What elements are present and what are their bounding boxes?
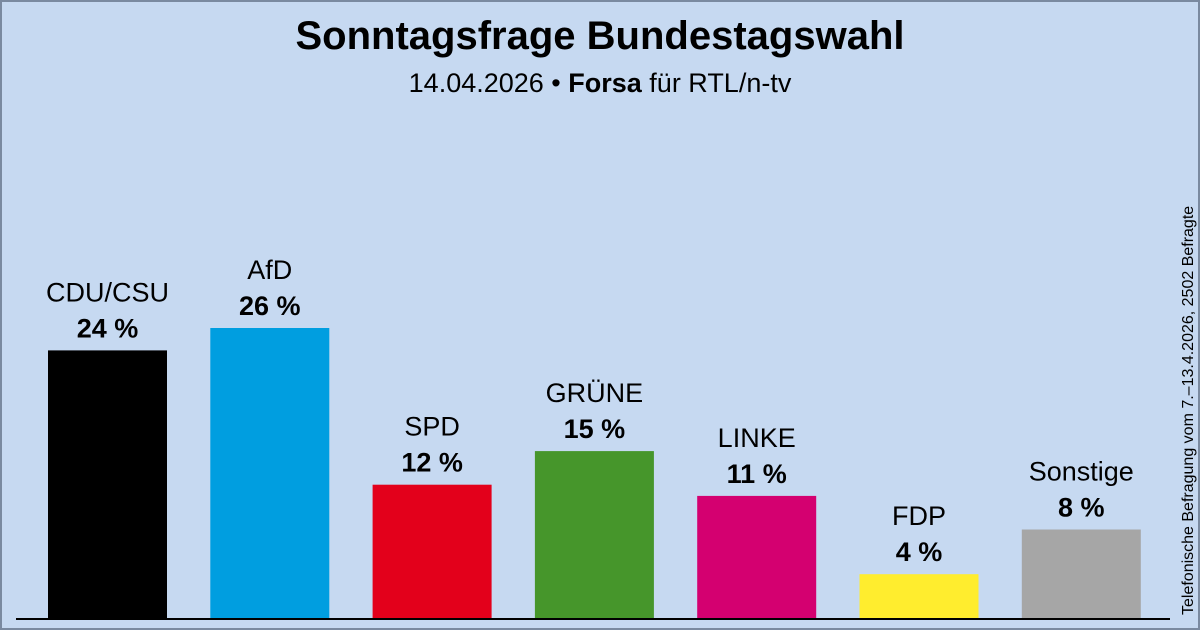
- bar-value-label-gruene: 15 %: [564, 414, 626, 444]
- bar-category-label-cdu-csu: CDU/CSU: [46, 277, 169, 307]
- bar-spd: [372, 484, 492, 619]
- bars-group: 24 % CDU/CSU 26 % AfD 12 % SPD 15 % GRÜNE 11 % LI…: [46, 255, 1141, 619]
- bar-afd: [210, 328, 330, 619]
- bar-category-label-sonstige: Sonstige: [1029, 457, 1134, 487]
- bar-value-label-spd: 12 %: [401, 448, 463, 478]
- chart-title: Sonntagsfrage Bundestagswahl: [295, 14, 905, 58]
- chart-subtitle: 14.04.2026 • Forsa für RTL/n-tv: [0, 68, 1200, 99]
- bar-value-label-afd: 26 %: [239, 291, 301, 321]
- bar-category-label-gruene: GRÜNE: [546, 378, 644, 408]
- bar-value-label-linke: 11 %: [727, 459, 787, 489]
- pollster-name: Forsa: [568, 68, 642, 98]
- poll-client: für RTL/n-tv: [641, 68, 792, 98]
- bar-cdu-csu: [48, 350, 167, 619]
- bar-category-label-linke: LINKE: [718, 423, 796, 453]
- bar-sonstige: [1021, 529, 1141, 619]
- poll-date: 14.04.2026: [408, 68, 544, 98]
- bar-value-label-cdu-csu: 24 %: [77, 313, 139, 343]
- bar-category-label-fdp: FDP: [892, 501, 946, 531]
- bar-category-label-afd: AfD: [247, 255, 292, 285]
- bar-value-label-fdp: 4 %: [896, 537, 943, 567]
- bar-fdp: [859, 574, 979, 619]
- subtitle-separator: •: [543, 68, 569, 98]
- bar-category-label-spd: SPD: [404, 412, 460, 442]
- bar-gruene: [534, 451, 654, 619]
- bar-value-label-sonstige: 8 %: [1058, 493, 1105, 523]
- bar-linke: [697, 495, 817, 619]
